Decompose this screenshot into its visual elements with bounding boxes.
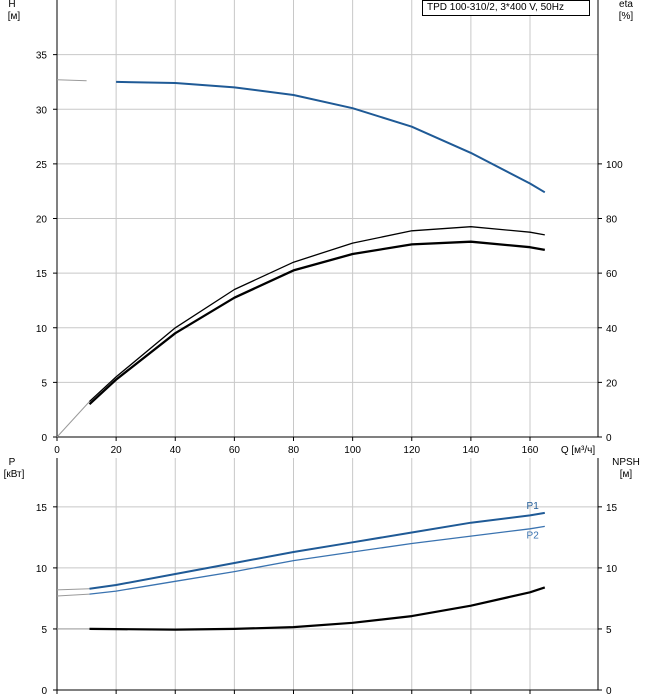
y-tick-label-right: 60 [606,269,618,280]
y-tick-label-left: 10 [36,324,48,335]
x-tick-label: 120 [403,445,420,456]
y-tick-label-left: 5 [41,625,47,636]
series-eta_thin-extrapolated [56,401,90,438]
chart-title: TPD 100-310/2, 3*400 V, 50Hz [422,0,590,16]
y-axis-right-unit: [%] [619,11,634,22]
y-tick-label-right: 10 [606,564,618,575]
y-axis-right-title: eta [619,0,633,10]
y-axis-left-title: H [8,0,15,10]
series-p1-line [89,511,545,590]
y-tick-label-left: 0 [41,686,47,697]
y-tick-label-left: 20 [36,215,48,226]
y-tick-label-right: 15 [606,503,618,514]
x-tick-label: 40 [170,445,182,456]
x-tick-label: 80 [288,445,300,456]
x-tick-label: 20 [111,445,123,456]
y-tick-label-left: 10 [36,564,48,575]
series-p1-extrapolated [56,588,90,591]
y-axis-right-unit: [м] [620,469,633,480]
y-axis-left-unit: [кВт] [4,469,25,480]
y-tick-label-left: 5 [41,378,47,389]
x-axis-label: Q [м³/ч] [561,445,596,456]
y-tick-label-right: 100 [606,160,623,171]
x-tick-label: 160 [522,445,539,456]
y-tick-label-right: 5 [606,625,612,636]
y-tick-label-left: 25 [36,160,48,171]
series-label-p1: P1 [527,501,540,512]
y-tick-label-right: 80 [606,215,618,226]
series-npsh-line [89,586,546,631]
y-axis-right-title: NPSH [612,457,640,468]
y-tick-label-right: 40 [606,324,618,335]
series-eta_thin-line [89,226,545,402]
y-axis-left-unit: [м] [8,11,21,22]
y-tick-label-left: 15 [36,503,48,514]
series-p2-extrapolated [56,593,90,597]
series-head-line [116,80,546,194]
x-tick-label: 60 [229,445,241,456]
y-tick-label-left: 15 [36,269,48,280]
series-label-p2: P2 [527,530,540,541]
series-p2-line [89,525,545,595]
x-tick-label: 140 [463,445,480,456]
series-eta_bold-line [88,240,546,406]
y-tick-label-right: 0 [606,686,612,697]
x-tick-label: 100 [344,445,361,456]
y-axis-left-title: P [9,457,16,468]
y-tick-label-left: 0 [41,433,47,444]
y-tick-label-right: 20 [606,378,618,389]
y-tick-label-left: 35 [36,51,48,62]
y-tick-label-right: 0 [606,433,612,444]
x-tick-label: 0 [54,445,60,456]
y-tick-label-left: 30 [36,105,48,116]
series-head-extrapolated [56,79,87,82]
